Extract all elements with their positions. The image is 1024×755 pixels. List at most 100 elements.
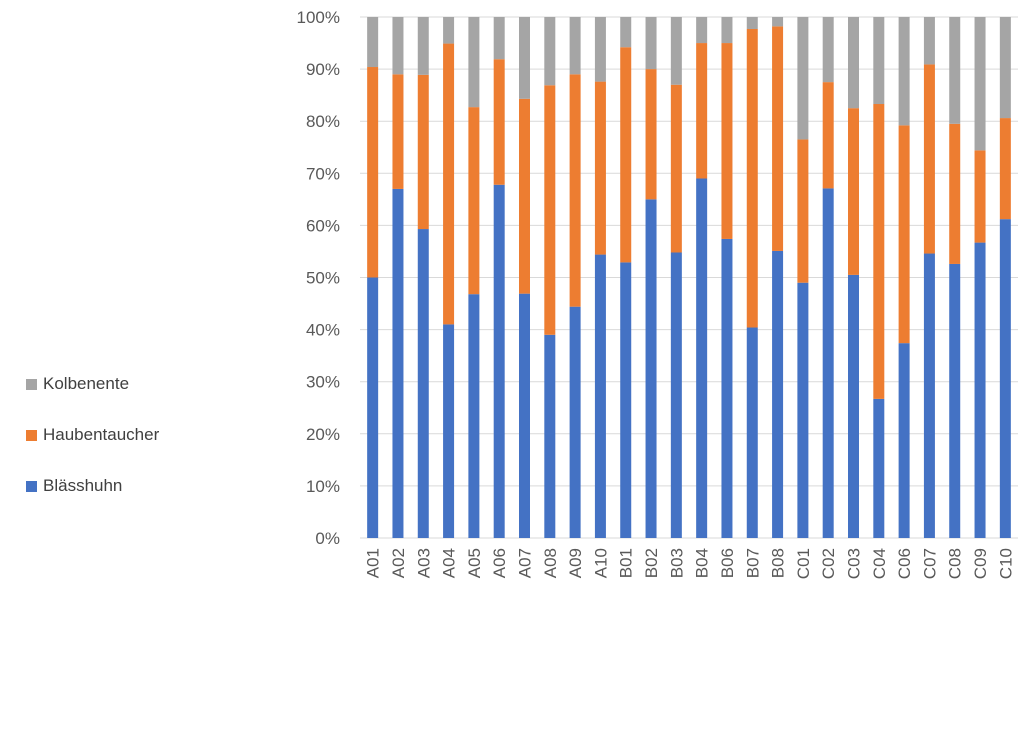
bar-segment-b01-blaesshuhn	[620, 262, 632, 538]
x-tick-label: A08	[541, 548, 560, 578]
bar-segment-b03-haubentaucher	[670, 84, 682, 253]
x-axis-tick-labels: A01 A02 A03 A04 A05 A06 A07 A08 A09 A10 B01 B02 B03 B…	[364, 548, 1016, 579]
bar-segment-a03-kolbenente	[417, 17, 429, 75]
bar-segment-c06-blaesshuhn	[898, 343, 910, 538]
y-tick-label: 100%	[297, 8, 340, 27]
bar-segment-a03-haubentaucher	[417, 74, 429, 230]
bar-segment-b07-blaesshuhn	[746, 327, 758, 538]
legend-swatch-blaesshuhn	[26, 480, 37, 492]
bar-segment-a07-haubentaucher	[519, 98, 530, 294]
bar-segment-a06-haubentaucher	[493, 59, 505, 185]
x-tick-label: C03	[845, 548, 864, 579]
bar-segment-a05-kolbenente	[468, 17, 480, 108]
x-tick-label: B03	[667, 548, 686, 578]
legend-item-kolbenente: Kolbenente	[26, 374, 159, 394]
bar-segment-c09-blaesshuhn	[974, 242, 986, 538]
bar-segment-a09-haubentaucher	[569, 74, 581, 307]
x-tick-label: C08	[946, 548, 965, 579]
y-tick-label: 30%	[306, 373, 340, 392]
bar-segment-a10-haubentaucher	[594, 81, 606, 255]
y-tick-label: 40%	[306, 321, 340, 340]
bar-segment-c10-kolbenente	[999, 17, 1011, 119]
x-tick-label: A09	[566, 548, 585, 578]
bar-segment-c02-blaesshuhn	[822, 188, 834, 538]
bar-segment-a01-kolbenente	[367, 17, 379, 68]
bar-segment-b04-kolbenente	[696, 17, 708, 44]
bars	[367, 17, 1011, 539]
bar-segment-a08-kolbenente	[544, 17, 556, 86]
bar-segment-b06-kolbenente	[721, 17, 733, 44]
y-tick-label: 60%	[306, 216, 340, 235]
bar-segment-b01-haubentaucher	[620, 47, 632, 263]
bar-segment-c03-blaesshuhn	[848, 274, 859, 538]
x-tick-label: C04	[870, 548, 889, 579]
x-tick-label: A01	[364, 548, 383, 578]
bar-segment-c02-kolbenente	[822, 17, 834, 83]
x-tick-label: A02	[389, 548, 408, 578]
x-tick-label: C06	[895, 548, 914, 579]
x-tick-label: A05	[465, 548, 484, 578]
x-tick-label: A06	[490, 548, 509, 578]
bar-segment-c10-haubentaucher	[999, 118, 1011, 220]
bar-segment-a01-blaesshuhn	[367, 277, 379, 538]
bar-segment-c04-haubentaucher	[873, 104, 885, 399]
bar-segment-b08-kolbenente	[772, 17, 784, 27]
legend-label-kolbenente: Kolbenente	[43, 374, 130, 393]
bar-segment-b02-blaesshuhn	[645, 199, 657, 538]
x-tick-label: A03	[414, 548, 433, 578]
bar-segment-a08-haubentaucher	[544, 85, 556, 335]
bar-segment-c03-kolbenente	[848, 17, 859, 109]
bar-segment-b03-blaesshuhn	[670, 252, 682, 538]
bar-segment-c07-haubentaucher	[923, 64, 935, 254]
bar-segment-a07-kolbenente	[519, 17, 530, 99]
y-tick-label: 90%	[306, 60, 340, 79]
bar-segment-b04-haubentaucher	[696, 43, 708, 179]
bar-segment-c01-kolbenente	[797, 17, 809, 140]
y-tick-label: 80%	[306, 112, 340, 131]
bar-segment-b07-haubentaucher	[746, 28, 758, 328]
bar-segment-c08-haubentaucher	[949, 123, 961, 264]
bar-segment-c06-kolbenente	[898, 17, 910, 126]
x-tick-label: B02	[642, 548, 661, 578]
legend-item-blaesshuhn: Blässhuhn	[26, 476, 159, 496]
bar-segment-a04-blaesshuhn	[443, 324, 455, 538]
x-tick-label: B08	[769, 548, 788, 578]
bar-segment-a09-blaesshuhn	[569, 306, 581, 538]
bar-segment-a02-haubentaucher	[392, 74, 404, 189]
bar-segment-a10-blaesshuhn	[594, 254, 606, 539]
legend-label-blaesshuhn: Blässhuhn	[43, 476, 123, 495]
x-tick-label: C09	[971, 548, 990, 579]
x-tick-label: B07	[743, 548, 762, 578]
bar-segment-c03-haubentaucher	[848, 108, 859, 275]
bar-segment-c10-blaesshuhn	[999, 219, 1011, 538]
bar-segment-c09-kolbenente	[974, 17, 986, 151]
x-tick-label: B04	[693, 548, 712, 578]
bar-segment-a04-kolbenente	[443, 17, 455, 44]
bar-segment-b02-kolbenente	[645, 17, 657, 70]
y-tick-label: 0%	[315, 529, 340, 548]
y-tick-label: 50%	[306, 269, 340, 288]
bar-segment-b03-kolbenente	[670, 17, 682, 85]
bar-segment-a07-blaesshuhn	[519, 293, 530, 538]
bar-segment-b07-kolbenente	[746, 17, 758, 29]
x-tick-label: C02	[819, 548, 838, 579]
bar-segment-c08-kolbenente	[949, 17, 961, 124]
bar-segment-c01-blaesshuhn	[797, 282, 809, 538]
bar-segment-a05-blaesshuhn	[468, 294, 480, 538]
x-tick-label: C07	[920, 548, 939, 579]
bar-segment-c01-haubentaucher	[797, 139, 809, 283]
bar-segment-b06-blaesshuhn	[721, 238, 733, 539]
bar-segment-c04-blaesshuhn	[873, 398, 885, 538]
bar-segment-c07-blaesshuhn	[923, 253, 935, 538]
x-tick-label: A04	[440, 548, 459, 578]
bar-segment-b01-kolbenente	[620, 17, 632, 48]
bar-segment-a04-haubentaucher	[443, 43, 455, 325]
bar-segment-a02-kolbenente	[392, 17, 404, 75]
bar-segment-a03-blaesshuhn	[417, 229, 429, 538]
y-tick-label: 10%	[306, 477, 340, 496]
bar-segment-a06-blaesshuhn	[493, 184, 505, 538]
legend: Kolbenente Haubentaucher Blässhuhn	[26, 374, 159, 527]
x-tick-label: A07	[516, 548, 535, 578]
x-tick-label: B01	[617, 548, 636, 578]
